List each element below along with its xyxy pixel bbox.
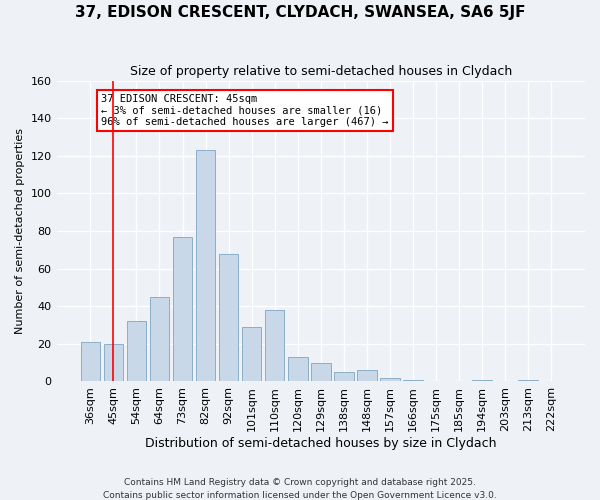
Bar (127, 322, 146, 382)
Bar (265, 310, 284, 382)
Bar (149, 297, 169, 382)
Text: 37 EDISON CRESCENT: 45sqm
← 3% of semi-detached houses are smaller (16)
96% of s: 37 EDISON CRESCENT: 45sqm ← 3% of semi-d… (101, 94, 389, 128)
Bar (196, 150, 215, 382)
X-axis label: Distribution of semi-detached houses by size in Clydach: Distribution of semi-detached houses by … (145, 437, 497, 450)
Bar (173, 236, 193, 382)
Text: Contains HM Land Registry data © Crown copyright and database right 2025.
Contai: Contains HM Land Registry data © Crown c… (103, 478, 497, 500)
Bar (311, 362, 331, 382)
Y-axis label: Number of semi-detached properties: Number of semi-detached properties (15, 128, 25, 334)
Bar (104, 344, 123, 382)
Text: 37, EDISON CRESCENT, CLYDACH, SWANSEA, SA6 5JF: 37, EDISON CRESCENT, CLYDACH, SWANSEA, S… (75, 5, 525, 20)
Bar (357, 370, 377, 382)
Bar (334, 372, 353, 382)
Title: Size of property relative to semi-detached houses in Clydach: Size of property relative to semi-detach… (130, 65, 512, 78)
Bar (380, 378, 400, 382)
Bar (242, 327, 262, 382)
Bar (80, 342, 100, 382)
Bar (472, 380, 492, 382)
Bar (219, 254, 238, 382)
Bar (518, 380, 538, 382)
Bar (403, 380, 423, 382)
Bar (288, 357, 308, 382)
